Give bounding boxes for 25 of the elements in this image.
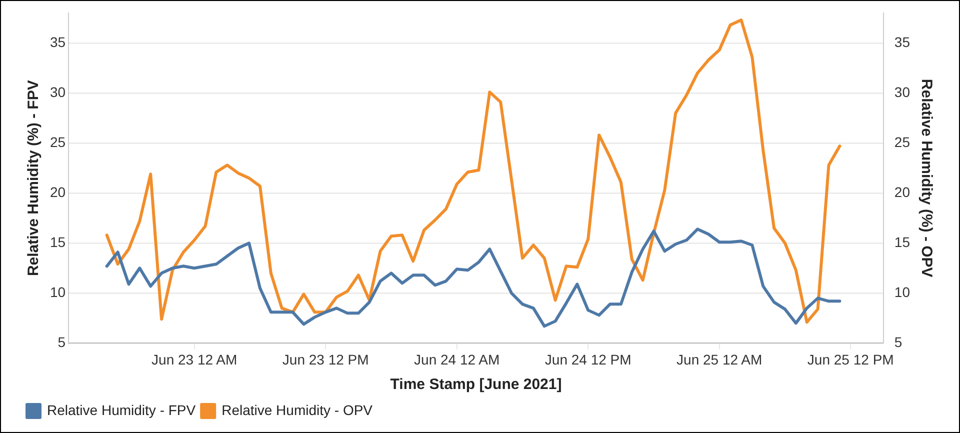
legend-label: Relative Humidity - OPV	[222, 402, 374, 418]
x-tick-label: Jun 23 12 AM	[152, 351, 238, 368]
x-tick-label: Jun 24 12 AM	[414, 351, 500, 368]
y2-tick-label: 10	[894, 284, 910, 300]
y-tick-label: 30	[50, 84, 66, 100]
y-tick-label: 25	[50, 134, 66, 150]
y-axis-title: Relative Humidity (%) - FPV	[25, 80, 42, 276]
x-axis-title: Time Stamp [June 2021]	[390, 376, 562, 394]
x-tick-label: Jun 25 12 PM	[807, 351, 894, 368]
y2-tick-label: 30	[894, 84, 910, 100]
legend-label: Relative Humidity - FPV	[47, 402, 196, 418]
y-tick-label: 20	[50, 184, 66, 200]
y-tick-label: 5	[58, 334, 66, 350]
y2-tick-label: 15	[894, 234, 910, 250]
y2-tick-label: 20	[894, 184, 910, 200]
x-tick-label: Jun 23 12 PM	[282, 351, 369, 368]
x-tick-label: Jun 25 12 AM	[676, 351, 762, 368]
y2-tick-label: 25	[894, 134, 910, 150]
y-tick-label: 10	[50, 284, 66, 300]
y2-tick-label: 35	[894, 34, 910, 50]
y-tick-label: 15	[50, 234, 66, 250]
y2-axis-title: Relative Humidity (%) - OPV	[918, 78, 935, 278]
x-tick-label: Jun 24 12 PM	[544, 351, 632, 368]
y-tick-label: 35	[50, 34, 66, 50]
y2-tick-label: 5	[894, 334, 902, 350]
